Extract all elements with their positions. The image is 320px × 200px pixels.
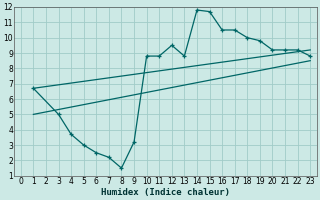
X-axis label: Humidex (Indice chaleur): Humidex (Indice chaleur) <box>101 188 230 197</box>
